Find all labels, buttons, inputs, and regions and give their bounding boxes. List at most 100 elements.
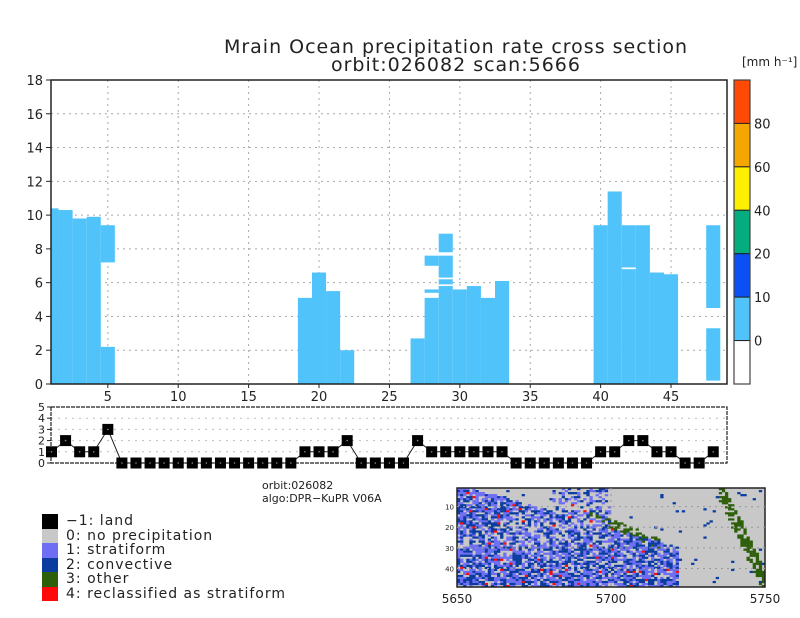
map-pixel bbox=[503, 540, 507, 543]
map-pixel bbox=[611, 522, 615, 525]
map-pixel bbox=[561, 542, 565, 545]
map-pixel bbox=[515, 522, 519, 525]
map-pixel bbox=[500, 578, 504, 582]
map-pixel bbox=[469, 498, 473, 501]
map-pixel bbox=[481, 542, 485, 545]
map-pixel bbox=[509, 544, 513, 547]
raintype-marker-dot bbox=[402, 462, 405, 464]
map-pixel bbox=[638, 544, 642, 547]
map-pixel bbox=[540, 576, 544, 580]
map-pixel bbox=[460, 522, 464, 525]
map-pixel bbox=[589, 508, 593, 511]
map-pixel bbox=[537, 570, 541, 574]
map-pixel bbox=[457, 554, 461, 557]
map-pixel bbox=[598, 580, 602, 584]
map-pixel bbox=[463, 490, 467, 493]
map-pixel bbox=[481, 522, 485, 525]
map-pixel bbox=[481, 582, 485, 586]
map-pixel bbox=[660, 576, 664, 580]
map-pixel bbox=[463, 520, 467, 523]
map-pixel bbox=[761, 576, 766, 580]
map-pixel bbox=[512, 560, 516, 563]
map-pixel bbox=[530, 570, 535, 574]
map-pixel bbox=[460, 488, 464, 491]
raintype-plot-frame bbox=[50, 406, 728, 464]
map-pixel bbox=[647, 544, 652, 547]
map-pixel bbox=[478, 550, 482, 553]
map-pixel bbox=[527, 578, 532, 582]
map-pixel bbox=[512, 556, 516, 559]
map-pixel bbox=[604, 556, 609, 559]
map-pixel bbox=[509, 510, 513, 513]
map-pixel bbox=[490, 510, 495, 513]
map-pixel bbox=[598, 554, 602, 557]
map-pixel bbox=[675, 582, 679, 586]
map-pixel bbox=[641, 548, 646, 551]
map-pixel bbox=[497, 510, 501, 513]
map-pixel bbox=[604, 550, 609, 553]
map-pixel bbox=[577, 536, 581, 539]
map-pixel bbox=[509, 504, 513, 507]
map-pixel bbox=[641, 554, 646, 557]
map-pixel bbox=[647, 582, 652, 586]
map-pixel bbox=[660, 560, 664, 563]
map-pixel bbox=[534, 552, 538, 555]
map-pixel bbox=[515, 508, 519, 511]
map-pixel bbox=[481, 572, 485, 576]
map-pixel bbox=[577, 578, 581, 582]
map-pixel bbox=[626, 534, 630, 537]
map-pixel bbox=[564, 550, 569, 553]
map-pixel bbox=[475, 580, 479, 584]
map-pixel bbox=[614, 528, 618, 531]
map-pixel bbox=[620, 564, 624, 567]
orbit-label: orbit:026082 bbox=[262, 479, 334, 492]
map-pixel bbox=[543, 556, 547, 559]
map-pixel bbox=[598, 558, 602, 561]
map-pixel bbox=[592, 544, 596, 547]
map-pixel bbox=[558, 518, 562, 521]
map-pixel bbox=[490, 526, 495, 529]
map-pixel bbox=[626, 562, 630, 565]
map-pixel bbox=[601, 564, 606, 567]
map-pixel bbox=[500, 496, 504, 499]
legend-swatch bbox=[42, 528, 58, 543]
map-pixel bbox=[595, 556, 599, 559]
map-pixel bbox=[552, 572, 556, 576]
precip-bar bbox=[311, 272, 327, 384]
map-pixel bbox=[475, 552, 479, 555]
map-pixel bbox=[534, 510, 538, 513]
map-pixel bbox=[478, 534, 482, 537]
map-pixel bbox=[635, 580, 639, 584]
map-pixel bbox=[672, 556, 676, 559]
map-pixel bbox=[546, 512, 550, 515]
map-pixel bbox=[614, 564, 618, 567]
map-pixel bbox=[629, 574, 633, 578]
map-pixel bbox=[583, 568, 587, 572]
map-pixel bbox=[629, 550, 633, 553]
map-pixel bbox=[484, 558, 488, 561]
map-pixel bbox=[583, 554, 587, 557]
map-pixel bbox=[755, 572, 760, 576]
map-pixel bbox=[586, 526, 590, 529]
map-pixel bbox=[583, 552, 587, 555]
map-pixel bbox=[595, 554, 599, 557]
map-pixel bbox=[475, 576, 479, 580]
raintype-marker-dot bbox=[613, 451, 616, 453]
map-pixel bbox=[546, 578, 550, 582]
map-pixel bbox=[721, 496, 726, 499]
raintype-marker-dot bbox=[543, 462, 546, 464]
map-pixel bbox=[570, 572, 575, 576]
map-pixel bbox=[463, 492, 467, 495]
map-pixel bbox=[521, 550, 525, 553]
map-pixel bbox=[549, 544, 553, 547]
map-pixel bbox=[512, 548, 516, 551]
map-pixel bbox=[463, 514, 467, 517]
y-tick-label: 0 bbox=[38, 457, 45, 470]
map-pixel bbox=[614, 560, 618, 563]
map-pixel bbox=[549, 530, 553, 533]
map-pixel bbox=[758, 572, 763, 576]
map-pixel bbox=[567, 532, 572, 535]
map-pixel bbox=[583, 538, 587, 541]
map-pixel bbox=[555, 584, 559, 588]
map-pixel bbox=[466, 564, 470, 567]
